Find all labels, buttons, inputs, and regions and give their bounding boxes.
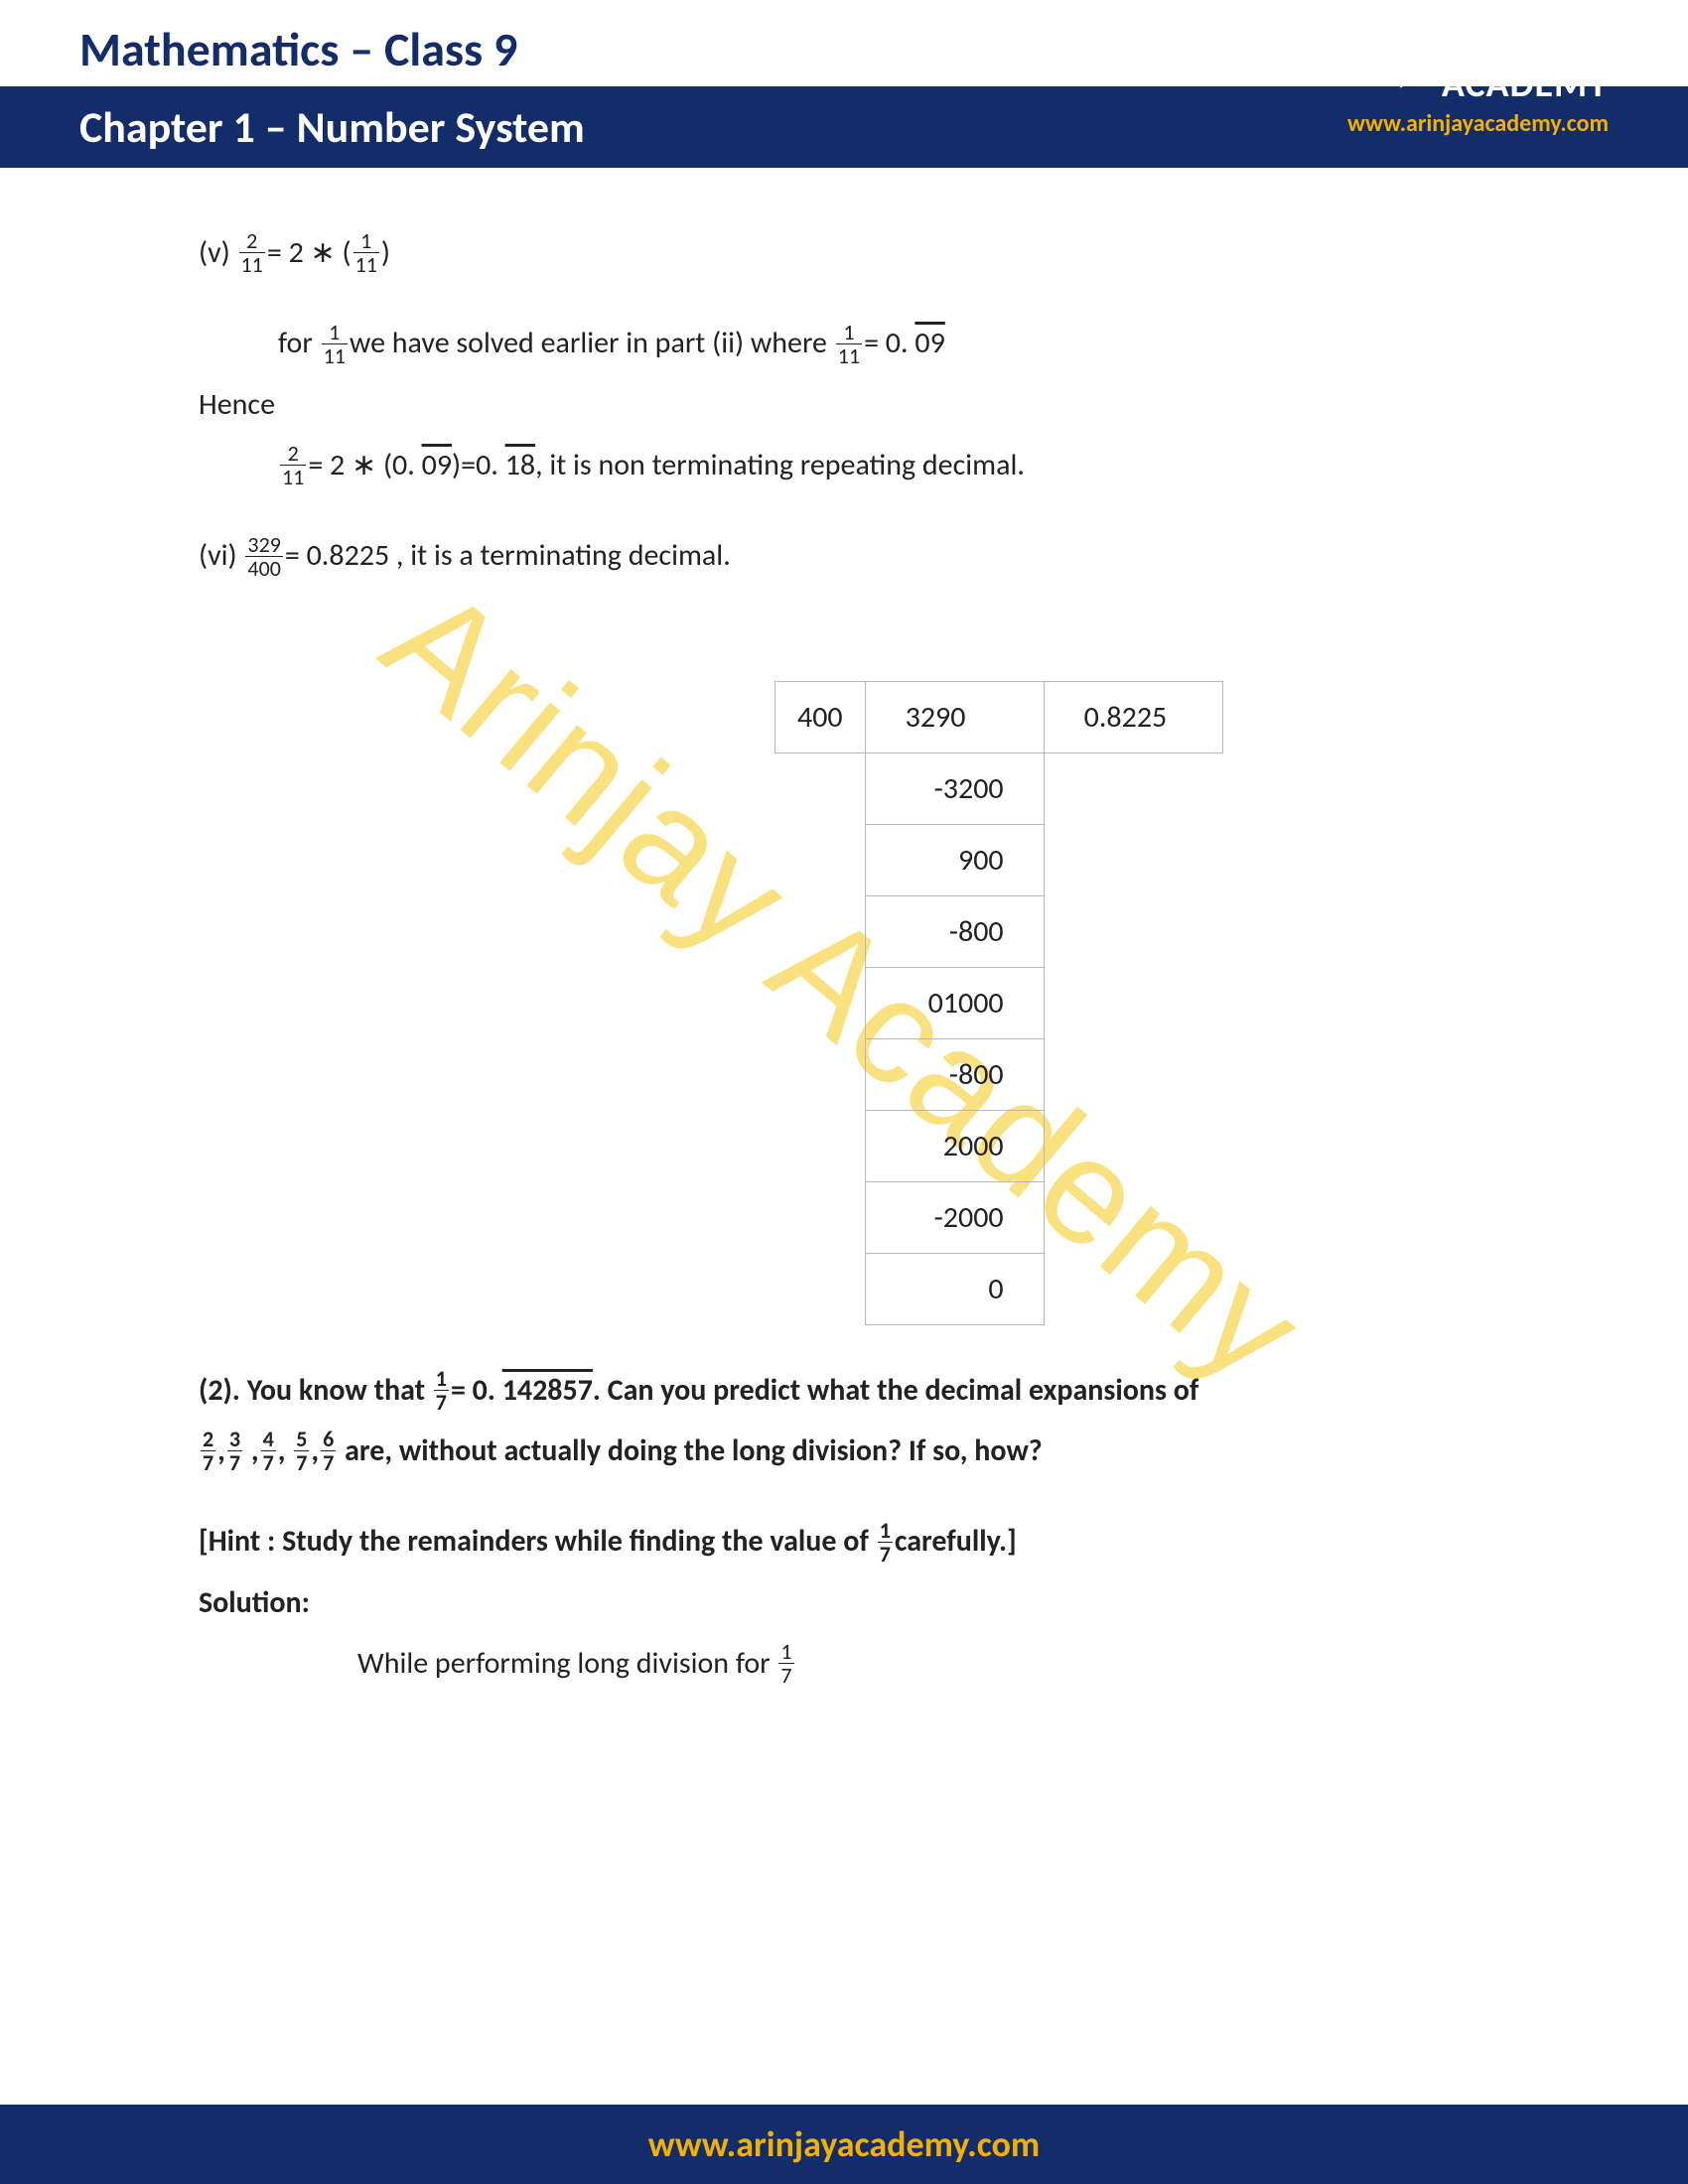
hint: [Hint : Study the remainders while findi…	[199, 1516, 1489, 1567]
question-2-line2: 27,37 ,47, 57,67 are, without actually d…	[199, 1426, 1489, 1476]
table-row: -800	[775, 895, 1223, 967]
item-v-result: 211= 2 ∗ (0. 09)=0. 18, it is non termin…	[199, 440, 1489, 490]
hence-label: Hence	[199, 379, 1489, 430]
table-row: 0	[775, 1253, 1223, 1324]
table-row: -3200	[775, 752, 1223, 824]
solution-line: While performing long division for 17	[199, 1638, 1489, 1689]
logo-icon	[1358, 33, 1428, 97]
brand-logo: ARINJAYACADEMY www.arinjayacademy.com	[1347, 26, 1609, 138]
item-vi: (vi) 329400= 0.8225 , it is a terminatin…	[199, 530, 1489, 581]
brand-name: ARINJAYACADEMY	[1442, 26, 1609, 105]
footer-url: www.arinjayacademy.com	[648, 2122, 1040, 2166]
page-content: Arinjay Academy (v) 211= 2 ∗ (111) for 1…	[0, 168, 1688, 1738]
brand-url: www.arinjayacademy.com	[1347, 109, 1609, 138]
long-division-table: 400 3290 0.8225 -3200 900 -800 01000 -80…	[774, 681, 1223, 1325]
table-row: 400 3290 0.8225	[775, 681, 1223, 752]
table-row: 900	[775, 824, 1223, 895]
table-row: 2000	[775, 1110, 1223, 1181]
item-v: (v) 211= 2 ∗ (111)	[199, 227, 1489, 278]
table-row: -800	[775, 1038, 1223, 1110]
solution-label: Solution:	[199, 1577, 1489, 1628]
table-row: 01000	[775, 967, 1223, 1038]
item-v-explain: for 111we have solved earlier in part (i…	[199, 318, 1489, 368]
page-header: Mathematics – Class 9 Chapter 1 – Number…	[0, 0, 1688, 168]
table-row: -2000	[775, 1181, 1223, 1253]
page-footer: www.arinjayacademy.com	[0, 2105, 1688, 2184]
question-2: (2). You know that 17= 0. 142857. Can yo…	[199, 1365, 1489, 1416]
chapter-title: Chapter 1 – Number System	[79, 100, 585, 154]
